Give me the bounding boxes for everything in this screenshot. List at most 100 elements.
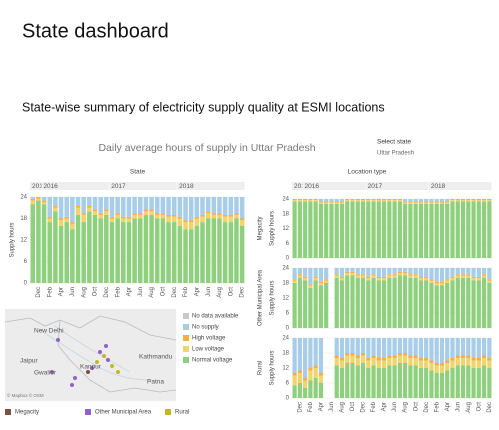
map-point[interactable] [102,354,106,358]
bar-segment [92,214,98,283]
bar-segment [476,338,481,358]
bar-segment [466,365,471,398]
map-point[interactable] [86,370,90,374]
bar-segment [487,280,492,283]
bar-segment [318,202,324,204]
bar-segment [392,338,397,356]
map-point[interactable] [110,364,114,368]
bar-segment [318,203,324,258]
bar-segment [345,338,350,353]
bar-segment [297,200,302,202]
map-background [5,309,176,401]
map-point[interactable] [106,358,110,362]
map-place: Kanpur [80,364,102,371]
map-point[interactable] [104,344,108,348]
bar-segment [471,280,476,328]
map-point[interactable] [95,360,99,364]
select-value[interactable]: Uttar Pradesh [377,151,414,157]
bar-segment [303,200,308,202]
bar-segment [476,360,481,368]
map-point[interactable] [56,338,60,342]
bar-segment [324,201,329,203]
bar-segment [81,197,86,214]
bar-segment [424,280,429,328]
bar-segment [360,338,366,353]
bar-segment [53,197,58,206]
legend-swatch [183,346,189,352]
bar-segment [360,275,366,278]
map-point[interactable] [116,370,120,374]
x-tick-label: Aug [81,287,87,298]
bar-segment [30,204,36,283]
x-tick-label: Apr [194,287,200,296]
bar-segment [30,200,36,205]
bar-segment [466,278,471,328]
bar-segment [355,355,360,358]
bar-segment [297,373,302,383]
bar-segment [58,225,64,283]
bar-segment [334,203,339,258]
bar-segment [339,278,345,281]
bar-segment [339,203,345,258]
map-point[interactable] [50,370,54,374]
x-tick-label: Aug [340,402,346,413]
bar-segment [360,274,366,276]
page-title: State dashboard [22,20,169,42]
bar-segment [126,218,132,223]
bar-segment [171,214,177,217]
bar-segment [360,363,366,398]
bar-segment [30,198,36,201]
bar-segment [418,338,424,358]
bar-segment [334,338,339,356]
bar-segment [355,338,360,356]
y-axis-label: Supply hours [10,222,16,257]
x-tick-label: Dec [487,402,493,413]
bar-segment [424,338,429,358]
bar-segment [345,200,350,202]
bar-segment [387,338,392,356]
legend-swatch [183,313,189,319]
bar-segment [460,268,466,275]
bar-segment [47,216,52,219]
bar-segment [104,197,109,210]
bar-segment [329,202,334,204]
bar-segment [115,197,120,214]
bar-segment [434,285,439,328]
bar-segment [413,202,418,204]
bar-segment [239,220,245,226]
bar-segment [387,200,392,202]
bar-segment [455,201,460,258]
bar-segment [234,197,239,214]
bar-segment [403,202,408,204]
x-tick-label: Jun [455,402,461,412]
bar-segment [381,368,387,398]
map-point[interactable] [73,376,77,380]
select-label: Select state [377,139,411,146]
year-band [30,182,41,190]
bar-segment [324,199,329,202]
bar-segment [408,201,413,203]
bar-segment [387,355,392,358]
bar-segment [109,218,115,223]
y-tick-label: 6 [286,381,290,387]
bar-segment [329,203,334,258]
bar-segment [376,360,381,368]
bar-segment [429,280,434,283]
bar-segment [166,197,171,215]
bar-segment [339,368,345,398]
map: New Delhi Jaipur Gwalior Kanpur Kathmand… [4,309,177,401]
bar-segment [466,199,471,201]
bar-segment [397,201,402,258]
bar-segment [205,211,211,214]
bar-segment [481,268,487,275]
bar-segment [376,358,381,361]
bar-segment [355,358,360,366]
bar-segment [188,197,194,221]
map-point[interactable] [98,350,102,354]
bar-segment [487,338,492,358]
bar-segment [392,199,397,201]
map-point[interactable] [90,366,94,370]
map-point[interactable] [70,383,74,387]
bar-segment [434,202,439,204]
